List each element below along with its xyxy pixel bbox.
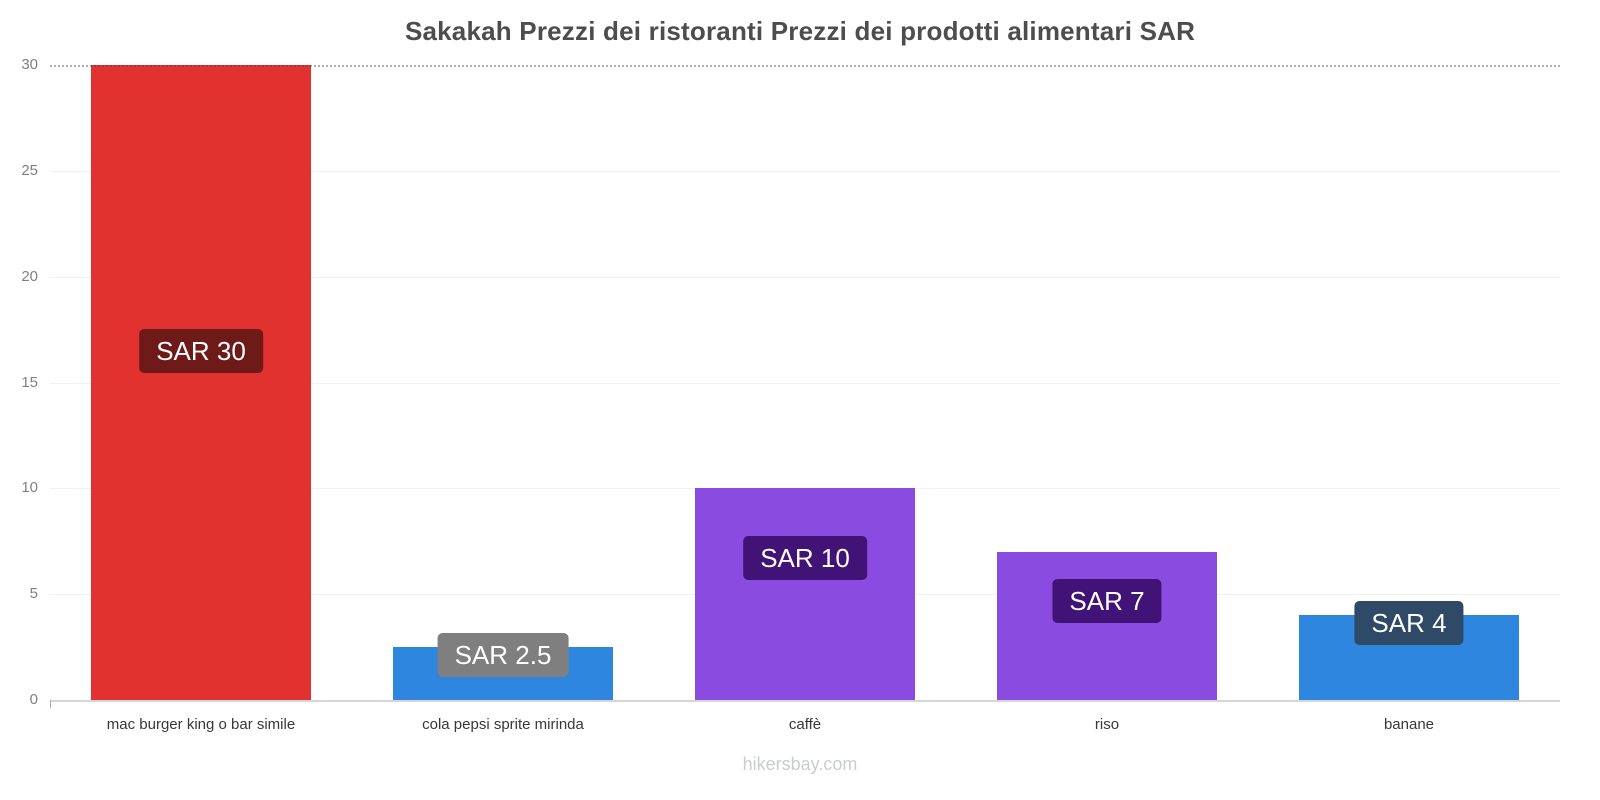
x-category-label: banane: [1383, 716, 1435, 733]
x-category-label: riso: [1094, 716, 1120, 733]
y-axis-tick-label: 5: [29, 585, 38, 603]
y-axis-tick-label: 0: [29, 691, 38, 708]
bar-value-label: SAR 2.5: [437, 633, 569, 678]
gridline-20: [50, 276, 1560, 278]
x-category-label: caffè: [788, 716, 822, 733]
y-axis-tick-label: 15: [21, 373, 38, 391]
x-axis-origin-tick: [50, 700, 51, 708]
y-axis-tick-label: 20: [21, 267, 38, 285]
x-axis-line: [50, 700, 1560, 702]
bar-4: [997, 551, 1217, 700]
bar-3: [695, 488, 915, 700]
bar-value-label: SAR 4: [1354, 601, 1464, 646]
y-axis-tick-label: 10: [21, 479, 38, 497]
bar-value-label: SAR 7: [1052, 578, 1162, 623]
footer-credit: hikersbay.com: [742, 754, 858, 774]
y-axis-tick-label: 30: [21, 56, 38, 73]
gridline-15: [50, 382, 1560, 384]
gridline-25: [50, 170, 1560, 172]
bar-value-label: SAR 10: [743, 536, 867, 581]
gridline-30: [50, 65, 1560, 67]
x-category-label: mac burger king o bar simile: [106, 716, 296, 733]
y-axis-tick-label: 25: [21, 161, 38, 179]
x-category-label: cola pepsi sprite mirinda: [422, 716, 584, 733]
bar-1: [91, 65, 311, 700]
chart-title: Sakakah Prezzi dei ristoranti Prezzi dei…: [404, 16, 1196, 46]
bar-value-label: SAR 30: [139, 328, 263, 373]
